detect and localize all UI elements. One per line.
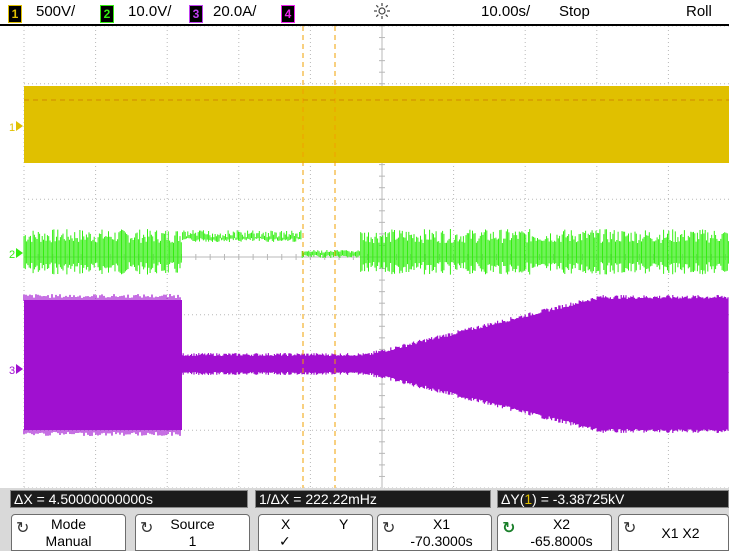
channel-marker-label: 2 (9, 249, 15, 261)
channel-marker-label: 3 (9, 365, 15, 377)
knob-icon: ↻ (16, 520, 30, 537)
acquisition-mode[interactable]: Roll (686, 3, 712, 20)
mode-value: Manual (45, 533, 92, 549)
channel-3-trace (24, 300, 182, 430)
channel-markers: 1 2 3 (9, 121, 23, 377)
x1-softkey[interactable]: ↻ X1 -70.3000s (377, 514, 492, 551)
traces (23, 86, 729, 436)
x2-value: -65.8000s (530, 533, 593, 549)
softkey-bar: ↻ Mode Manual ↻ Source 1 X Y ✓ ↻ X1 -70.… (0, 509, 729, 551)
waveform-display[interactable]: 1 2 3 (0, 26, 729, 488)
x2-softkey[interactable]: ↻ X2 -65.8000s (497, 514, 612, 551)
mode-label: Mode (50, 516, 87, 532)
x1-value: -70.3000s (410, 533, 473, 549)
channel-1-scale: 500V/ (36, 3, 76, 20)
channel-2-scale: 10.0V/ (128, 3, 172, 20)
channel-1-trace (24, 86, 729, 163)
channel-2-badge[interactable]: 2 (100, 5, 114, 23)
run-state[interactable]: Stop (559, 3, 590, 20)
status-header: 1 500V/ 2 10.0V/ 3 20.0A/ 4 10.00s/ Stop… (0, 0, 729, 26)
knob-icon: ↻ (382, 520, 396, 537)
mode-softkey[interactable]: ↻ Mode Manual (11, 514, 126, 551)
x2-label: X2 (552, 516, 571, 532)
source-softkey[interactable]: ↻ Source 1 (135, 514, 250, 551)
timebase-value[interactable]: 10.00s/ (481, 3, 531, 20)
channel-1-badge[interactable]: 1 (8, 5, 22, 23)
ground-marker-arrow (16, 248, 23, 258)
measurement-bar: ΔX = 4.50000000000s 1/ΔX = 222.22mHz ΔY(… (0, 488, 729, 509)
delta-y-channel: 1 (524, 491, 533, 507)
waveform-svg: 1 2 3 (9, 26, 729, 488)
x1x2-softkey[interactable]: ↻ X1 X2 (618, 514, 729, 551)
delta-y-value: ) = -3.38725kV (532, 491, 625, 507)
knob-icon: ↻ (502, 520, 516, 537)
source-label: Source (170, 516, 215, 532)
knob-icon: ↻ (623, 520, 637, 537)
channel-3-badge[interactable]: 3 (189, 5, 203, 23)
delta-y-prefix: ΔY( (501, 491, 525, 507)
ground-marker-arrow (16, 121, 23, 131)
inverse-delta-x-readout: 1/ΔX = 222.22mHz (255, 490, 491, 508)
check-icon: ✓ (279, 533, 291, 549)
channel-3-trace (23, 294, 729, 436)
channel-marker-label: 1 (9, 122, 15, 134)
channel-4-badge[interactable]: 4 (281, 5, 295, 23)
x1x2-label: X1 X2 (661, 525, 700, 541)
xy-softkey[interactable]: X Y ✓ (258, 514, 373, 551)
source-value: 1 (188, 533, 197, 549)
delta-x-readout: ΔX = 4.50000000000s (10, 490, 248, 508)
x-label: X (281, 516, 291, 532)
ground-marker-arrow (16, 364, 23, 374)
sun-icon[interactable] (373, 2, 391, 24)
y-label: Y (339, 516, 349, 532)
cursors[interactable] (24, 26, 729, 488)
x1-label: X1 (432, 516, 451, 532)
channel-3-scale: 20.0A/ (213, 3, 257, 20)
knob-icon: ↻ (140, 520, 154, 537)
delta-y-readout: ΔY(1) = -3.38725kV (497, 490, 729, 508)
channel-2-trace (23, 229, 729, 275)
